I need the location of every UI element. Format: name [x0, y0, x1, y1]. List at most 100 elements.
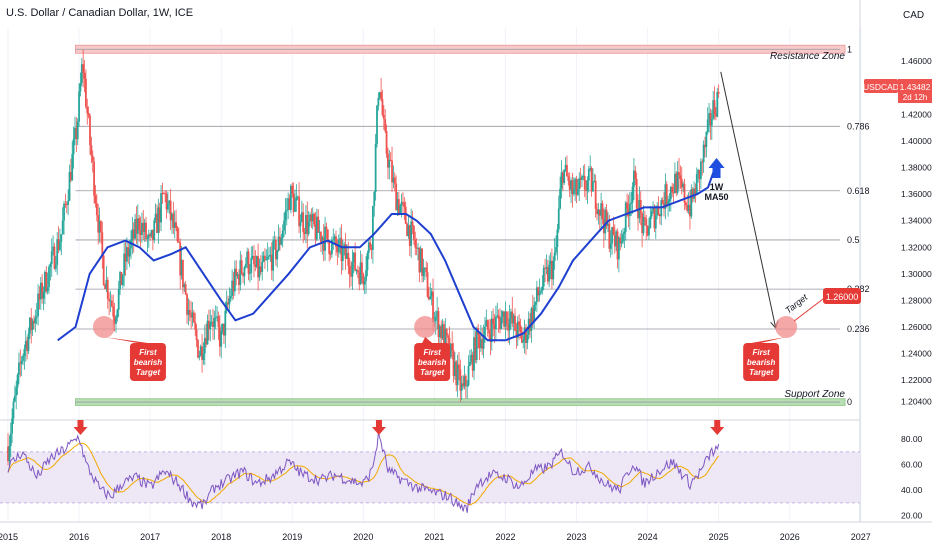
candle-up: [22, 355, 24, 361]
candle-down: [426, 272, 429, 297]
candle-down: [253, 255, 255, 265]
candle-down: [135, 219, 138, 234]
candle-down: [445, 328, 448, 336]
candle-down: [462, 383, 464, 387]
candle-up: [617, 237, 620, 260]
candle-down: [525, 327, 527, 343]
candle-up: [687, 204, 690, 211]
candle-up: [422, 267, 425, 277]
time-tick-label: 2017: [140, 532, 160, 542]
candle-up: [289, 185, 292, 210]
callout-box-c2: [414, 343, 451, 381]
candle-up: [261, 261, 264, 273]
candle-up: [668, 199, 671, 202]
candle-up: [23, 348, 26, 356]
candle-up: [277, 236, 280, 251]
candle-up: [309, 214, 311, 222]
candle-up: [482, 337, 485, 349]
candle-down: [598, 209, 601, 216]
candle-down: [94, 195, 97, 204]
candle-up: [37, 293, 39, 317]
candle-down: [292, 193, 295, 212]
candle-down: [579, 177, 582, 180]
candle-up: [131, 229, 134, 240]
candle-up: [436, 311, 439, 317]
candle-up: [500, 316, 503, 329]
candle-up: [526, 334, 529, 343]
time-tick-label: 2026: [780, 532, 800, 542]
candle-up: [695, 173, 698, 195]
projection-arrow: [720, 71, 776, 327]
candle-up: [351, 262, 354, 277]
candle-up: [8, 446, 11, 462]
candle-up: [494, 316, 497, 330]
candle-up: [429, 296, 432, 300]
price-tick-label: 1.36000: [901, 189, 932, 199]
candle-down: [93, 161, 95, 196]
candle-down: [104, 284, 106, 290]
candle-down: [713, 100, 716, 115]
rsi-peak-marker-icon: [73, 420, 88, 435]
candle-up: [371, 206, 374, 250]
candle-down: [497, 315, 500, 320]
candle-down: [616, 231, 619, 260]
time-tick-label: 2027: [851, 532, 871, 542]
candle-down: [689, 204, 691, 217]
candle-up: [410, 221, 413, 246]
candle-up: [16, 374, 19, 388]
candle-down: [197, 339, 199, 358]
candle-down: [646, 225, 649, 236]
candle-down: [175, 222, 177, 229]
candle-up: [146, 237, 149, 239]
candle-up: [400, 201, 403, 206]
price-tag-countdown: 2d 12h: [903, 93, 927, 102]
candle-down: [264, 255, 266, 261]
candle-down: [389, 159, 392, 161]
candle-up: [560, 172, 563, 189]
candle-up: [631, 186, 634, 203]
candle-down: [428, 296, 430, 300]
candle-up: [246, 251, 249, 264]
callout-text-c2: Target: [420, 368, 444, 377]
candle-up: [365, 270, 367, 281]
time-axis[interactable]: 2015 2016 2017 2018 2019 2020 2021 2022 2023 2024…: [0, 532, 871, 542]
time-tick-label: 2023: [567, 532, 587, 542]
candle-down: [247, 251, 250, 274]
rsi-tick-label: 60.00: [901, 460, 923, 470]
candle-down: [151, 229, 154, 241]
candle-down: [192, 312, 195, 323]
candle-down: [217, 316, 220, 328]
candle-down: [493, 324, 496, 330]
candle-down: [348, 265, 351, 275]
candle-down: [69, 171, 72, 181]
candle-up: [117, 288, 120, 310]
candle-up: [31, 320, 34, 331]
callout-text-c1: bearish: [134, 358, 163, 367]
candle-down: [320, 231, 322, 243]
candle-up: [35, 316, 38, 318]
candle-down: [235, 268, 238, 277]
candle-up: [250, 257, 253, 273]
candle-up: [699, 161, 702, 180]
candle-down: [64, 203, 67, 205]
candle-up: [28, 317, 31, 334]
callout-pointer-c3: [751, 336, 787, 343]
candle-down: [314, 224, 317, 240]
target-tag-bg: [823, 287, 861, 304]
candle-up: [582, 175, 585, 177]
price-tick-label: 1.22000: [901, 375, 932, 385]
candle-up: [352, 252, 355, 263]
candle-up: [549, 260, 552, 265]
candle-down: [218, 327, 221, 347]
candle-down: [503, 311, 505, 327]
rsi-line: [7, 432, 720, 513]
candle-down: [680, 179, 683, 188]
price-tag-bg: [898, 79, 932, 103]
candle-up: [109, 300, 112, 302]
candle-down: [212, 321, 214, 328]
candle-down: [240, 260, 243, 274]
candle-up: [469, 361, 471, 367]
candle-up: [676, 172, 679, 193]
candle-up: [203, 338, 206, 354]
